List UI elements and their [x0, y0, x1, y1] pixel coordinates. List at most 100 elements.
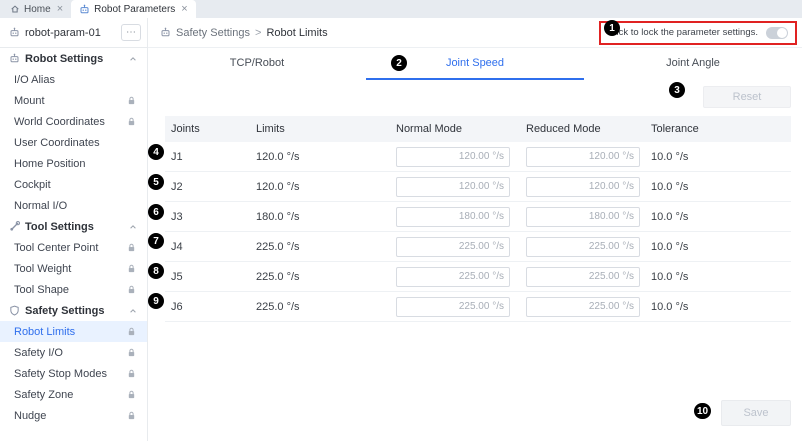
- lock-settings-toggle[interactable]: [766, 27, 788, 39]
- lock-icon: [127, 264, 136, 273]
- item-label: Safety Zone: [14, 389, 73, 401]
- item-label: Home Position: [14, 158, 86, 170]
- lock-icon: [127, 369, 136, 378]
- tab-tcp-robot[interactable]: TCP/Robot: [148, 48, 366, 80]
- reduced-mode-input[interactable]: [526, 297, 640, 317]
- item-label: Tool Weight: [14, 263, 71, 275]
- normal-mode-input[interactable]: [396, 297, 510, 317]
- normal-mode-input[interactable]: [396, 147, 510, 167]
- shield-icon: [9, 305, 20, 316]
- item-label: Nudge: [14, 410, 46, 422]
- reduced-mode-input[interactable]: [526, 177, 640, 197]
- annotation-badge-8: 8: [148, 263, 164, 279]
- section-label: Safety Settings: [25, 305, 104, 317]
- sidebar-item-safety-zone[interactable]: Safety Zone: [0, 384, 147, 405]
- parameter-set-name: robot-param-01: [25, 27, 116, 39]
- col-header-reduced-mode: Reduced Mode: [520, 123, 645, 135]
- joint-name: J6: [165, 301, 250, 313]
- table-row-j4: J4 225.0 °/s 10.0 °/s: [165, 232, 791, 262]
- tolerance-value: 10.0 °/s: [645, 271, 791, 283]
- normal-mode-input[interactable]: [396, 237, 510, 257]
- annotation-highlight-box: Click to lock the parameter settings.: [599, 21, 797, 45]
- sidebar-item-normal-io[interactable]: Normal I/O: [0, 195, 147, 216]
- section-label: Tool Settings: [25, 221, 94, 233]
- item-label: Safety Stop Modes: [14, 368, 107, 380]
- sidebar-item-safety-io[interactable]: Safety I/O: [0, 342, 147, 363]
- parameter-tabs: TCP/Robot Joint Speed Joint Angle: [148, 48, 802, 80]
- tool-icon: [9, 221, 20, 232]
- sidebar-item-io-alias[interactable]: I/O Alias: [0, 69, 147, 90]
- breadcrumb-current: Robot Limits: [266, 27, 327, 39]
- joint-speed-table: Joints Limits Normal Mode Reduced Mode T…: [165, 116, 791, 322]
- item-label: Robot Limits: [14, 326, 75, 338]
- save-button[interactable]: Save: [721, 400, 791, 426]
- reset-button[interactable]: Reset: [703, 86, 791, 108]
- more-options-button[interactable]: ⋯: [121, 24, 141, 41]
- annotation-badge-9: 9: [148, 293, 164, 309]
- sidebar-header: robot-param-01 ⋯: [0, 18, 147, 48]
- table-row-j5: J5 225.0 °/s 10.0 °/s: [165, 262, 791, 292]
- main-panel: Safety Settings > Robot Limits Click to …: [148, 18, 802, 441]
- sidebar-item-home-position[interactable]: Home Position: [0, 153, 147, 174]
- tolerance-value: 10.0 °/s: [645, 301, 791, 313]
- sidebar-item-world-coordinates[interactable]: World Coordinates: [0, 111, 147, 132]
- reduced-mode-input[interactable]: [526, 147, 640, 167]
- limit-value: 120.0 °/s: [250, 151, 390, 163]
- breadcrumb-parent[interactable]: Safety Settings: [176, 27, 250, 39]
- tolerance-value: 10.0 °/s: [645, 211, 791, 223]
- tolerance-value: 10.0 °/s: [645, 241, 791, 253]
- normal-mode-input[interactable]: [396, 177, 510, 197]
- sidebar-item-tool-weight[interactable]: Tool Weight: [0, 258, 147, 279]
- col-header-joints: Joints: [165, 123, 250, 135]
- annotation-badge-7: 7: [148, 233, 164, 249]
- sidebar-item-tool-shape[interactable]: Tool Shape: [0, 279, 147, 300]
- close-tab-icon[interactable]: ×: [57, 4, 63, 15]
- breadcrumb-separator: >: [255, 27, 261, 39]
- annotation-badge-3: 3: [669, 82, 685, 98]
- normal-mode-input[interactable]: [396, 207, 510, 227]
- window-tab-label: Robot Parameters: [94, 4, 175, 15]
- table-toolbar: Reset: [148, 80, 802, 114]
- reduced-mode-input[interactable]: [526, 267, 640, 287]
- section-label: Robot Settings: [25, 53, 103, 65]
- tolerance-value: 10.0 °/s: [645, 151, 791, 163]
- normal-mode-input[interactable]: [396, 267, 510, 287]
- sidebar-item-user-coordinates[interactable]: User Coordinates: [0, 132, 147, 153]
- joint-name: J2: [165, 181, 250, 193]
- col-header-normal-mode: Normal Mode: [390, 123, 520, 135]
- joint-name: J1: [165, 151, 250, 163]
- sidebar-section-tool-settings[interactable]: Tool Settings: [0, 216, 147, 237]
- sidebar-item-cockpit[interactable]: Cockpit: [0, 174, 147, 195]
- window-tab-robot-parameters[interactable]: Robot Parameters ×: [71, 0, 196, 18]
- lock-icon: [127, 96, 136, 105]
- table-header-row: Joints Limits Normal Mode Reduced Mode T…: [165, 116, 791, 142]
- limit-value: 225.0 °/s: [250, 241, 390, 253]
- lock-icon: [127, 327, 136, 336]
- annotation-badge-5: 5: [148, 174, 164, 190]
- sidebar: robot-param-01 ⋯ Robot Settings I/O Alia…: [0, 18, 148, 441]
- sidebar-item-mount[interactable]: Mount: [0, 90, 147, 111]
- joint-name: J3: [165, 211, 250, 223]
- window-tab-label: Home: [24, 4, 51, 15]
- close-tab-icon[interactable]: ×: [181, 4, 187, 15]
- annotation-badge-10: 10: [694, 403, 711, 419]
- reduced-mode-input[interactable]: [526, 237, 640, 257]
- sidebar-item-safety-stop-modes[interactable]: Safety Stop Modes: [0, 363, 147, 384]
- sidebar-section-robot-settings[interactable]: Robot Settings: [0, 48, 147, 69]
- annotation-badge-4: 4: [148, 144, 164, 160]
- sidebar-item-tool-center-point[interactable]: Tool Center Point: [0, 237, 147, 258]
- joint-name: J5: [165, 271, 250, 283]
- tab-joint-angle[interactable]: Joint Angle: [584, 48, 802, 80]
- limit-value: 120.0 °/s: [250, 181, 390, 193]
- sidebar-section-safety-settings[interactable]: Safety Settings: [0, 300, 147, 321]
- robot-icon: [9, 53, 20, 64]
- item-label: Normal I/O: [14, 200, 67, 212]
- limit-value: 225.0 °/s: [250, 271, 390, 283]
- sidebar-item-nudge[interactable]: Nudge: [0, 405, 147, 426]
- reduced-mode-input[interactable]: [526, 207, 640, 227]
- sidebar-item-robot-limits[interactable]: Robot Limits: [0, 321, 147, 342]
- window-tab-home[interactable]: Home ×: [2, 0, 71, 18]
- limit-value: 225.0 °/s: [250, 301, 390, 313]
- annotation-badge-1: 1: [604, 20, 620, 36]
- table-row-j2: J2 120.0 °/s 10.0 °/s: [165, 172, 791, 202]
